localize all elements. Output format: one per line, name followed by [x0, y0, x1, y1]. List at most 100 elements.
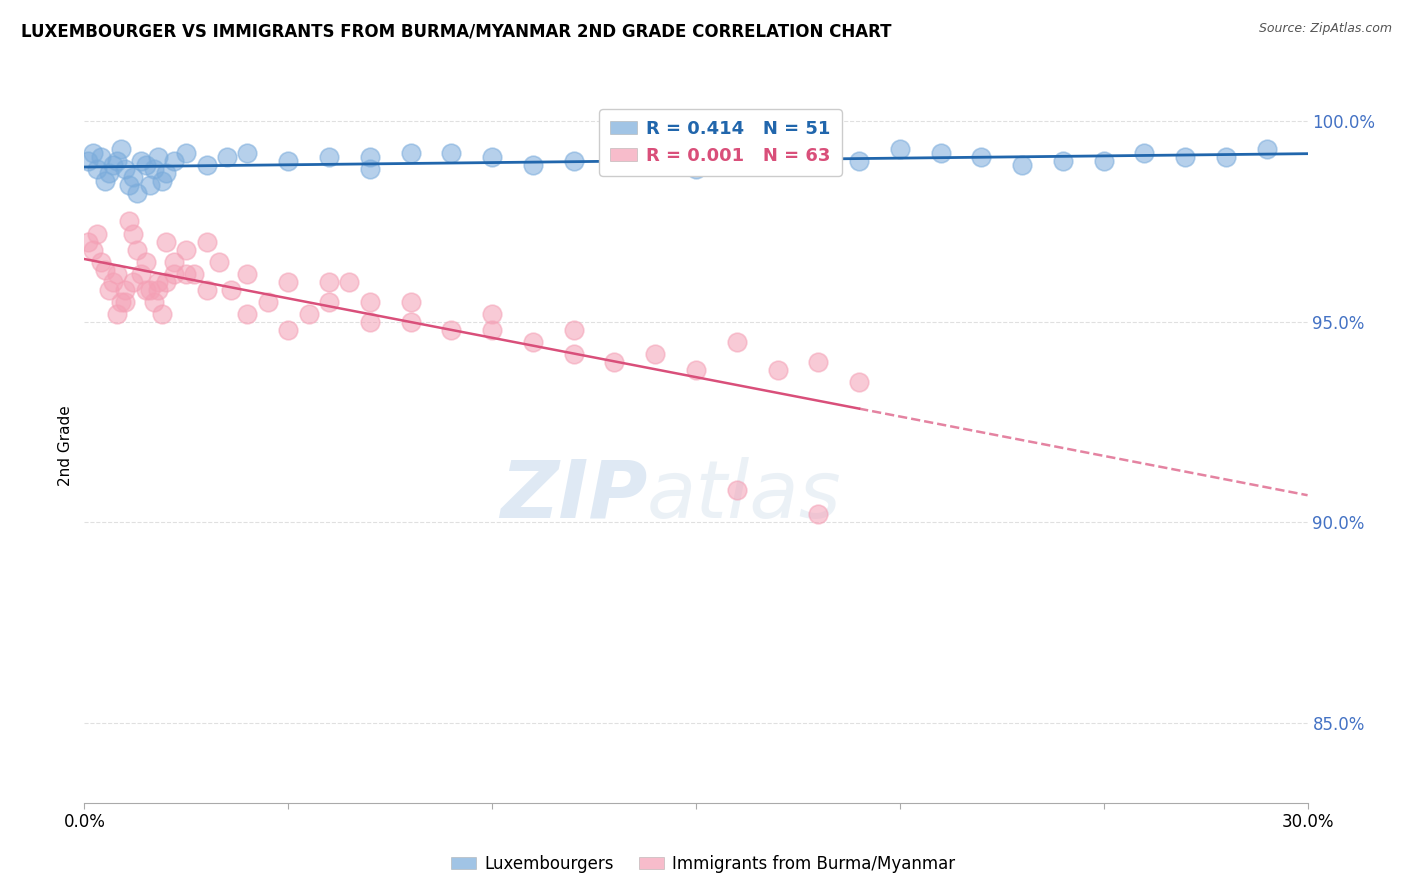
Point: [236, 146, 259, 161]
Point: [105, 154, 128, 169]
Point: [110, 294, 132, 309]
Point: [562, 323, 585, 337]
Point: [1092, 154, 1115, 169]
Point: [725, 334, 748, 349]
Point: [725, 150, 748, 164]
Point: [146, 150, 169, 164]
Point: [359, 315, 381, 329]
Point: [848, 154, 870, 169]
Point: [163, 154, 186, 169]
Point: [603, 154, 626, 169]
Point: [766, 363, 789, 377]
Point: [1256, 142, 1278, 156]
Point: [93, 262, 115, 277]
Point: [135, 158, 157, 172]
Point: [105, 307, 128, 321]
Point: [562, 154, 585, 169]
Point: [82, 146, 104, 161]
Point: [236, 267, 259, 281]
Point: [644, 347, 666, 361]
Point: [86, 162, 108, 177]
Point: [359, 150, 381, 164]
Point: [889, 142, 911, 156]
Text: LUXEMBOURGER VS IMMIGRANTS FROM BURMA/MYANMAR 2ND GRADE CORRELATION CHART: LUXEMBOURGER VS IMMIGRANTS FROM BURMA/MY…: [21, 22, 891, 40]
Point: [603, 355, 626, 369]
Point: [82, 243, 104, 257]
Point: [562, 347, 585, 361]
Point: [150, 307, 173, 321]
Point: [138, 178, 160, 193]
Point: [481, 150, 503, 164]
Legend: Luxembourgers, Immigrants from Burma/Myanmar: Luxembourgers, Immigrants from Burma/Mya…: [444, 848, 962, 880]
Text: atlas: atlas: [647, 457, 842, 535]
Point: [1174, 150, 1197, 164]
Point: [183, 267, 205, 281]
Point: [155, 235, 177, 249]
Point: [142, 294, 165, 309]
Legend: R = 0.414   N = 51, R = 0.001   N = 63: R = 0.414 N = 51, R = 0.001 N = 63: [599, 109, 842, 176]
Point: [135, 254, 157, 268]
Point: [150, 174, 173, 188]
Point: [86, 227, 108, 241]
Point: [90, 150, 112, 164]
Point: [122, 170, 145, 185]
Point: [101, 158, 124, 172]
Point: [359, 294, 381, 309]
Point: [208, 254, 231, 268]
Point: [195, 283, 218, 297]
Point: [135, 283, 157, 297]
Point: [127, 186, 149, 201]
Point: [114, 294, 136, 309]
Point: [217, 150, 239, 164]
Point: [725, 483, 748, 497]
Point: [127, 243, 149, 257]
Point: [219, 283, 242, 297]
Point: [163, 267, 186, 281]
Point: [114, 283, 136, 297]
Point: [146, 275, 169, 289]
Point: [440, 323, 463, 337]
Point: [257, 294, 280, 309]
Point: [195, 158, 218, 172]
Point: [1133, 146, 1156, 161]
Point: [110, 142, 132, 156]
Point: [277, 323, 299, 337]
Point: [481, 323, 503, 337]
Point: [174, 146, 197, 161]
Point: [685, 363, 707, 377]
Point: [77, 235, 100, 249]
Point: [807, 158, 830, 172]
Point: [970, 150, 993, 164]
Point: [481, 307, 503, 321]
Point: [90, 254, 112, 268]
Point: [399, 294, 422, 309]
Point: [277, 154, 299, 169]
Point: [122, 227, 145, 241]
Point: [440, 146, 463, 161]
Point: [522, 158, 544, 172]
Point: [97, 166, 120, 180]
Point: [318, 294, 340, 309]
Y-axis label: 2nd Grade: 2nd Grade: [58, 406, 73, 486]
Point: [1052, 154, 1074, 169]
Point: [807, 507, 830, 521]
Point: [685, 162, 707, 177]
Point: [318, 275, 340, 289]
Point: [77, 154, 100, 169]
Point: [174, 243, 197, 257]
Point: [146, 283, 169, 297]
Point: [359, 162, 381, 177]
Point: [399, 146, 422, 161]
Point: [97, 283, 120, 297]
Point: [929, 146, 952, 161]
Point: [195, 235, 218, 249]
Point: [142, 162, 165, 177]
Point: [122, 275, 145, 289]
Point: [131, 154, 153, 169]
Point: [138, 283, 160, 297]
Point: [522, 334, 544, 349]
Point: [277, 275, 299, 289]
Point: [848, 375, 870, 389]
Point: [399, 315, 422, 329]
Point: [114, 162, 136, 177]
